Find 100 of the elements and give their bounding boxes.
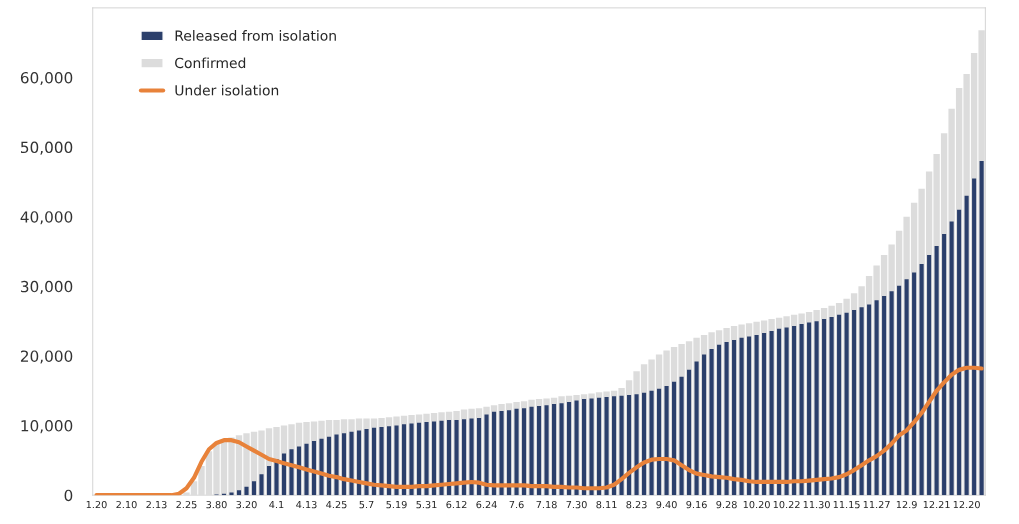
bar <box>964 195 969 496</box>
bar <box>236 490 242 496</box>
x-tick-label: 6.24 <box>476 500 497 509</box>
bar <box>657 388 662 496</box>
x-tick-label: 9.16 <box>686 500 707 509</box>
x-tick-label: 2.25 <box>176 500 197 509</box>
bar <box>394 425 399 496</box>
x-tick-label: 2.10 <box>116 500 137 509</box>
bar <box>259 474 264 496</box>
x-tick-label: 2.13 <box>146 500 167 509</box>
bar <box>416 422 422 496</box>
bar <box>251 481 257 496</box>
legend-label: Released from isolation <box>175 30 336 41</box>
bar <box>949 221 954 496</box>
x-tick-label: 11.15 <box>833 501 860 509</box>
bar <box>822 319 827 496</box>
bar <box>386 426 392 496</box>
bar <box>604 397 609 496</box>
bar <box>514 408 519 496</box>
bar <box>446 419 452 496</box>
bar <box>694 361 699 496</box>
bar <box>266 465 272 496</box>
x-tick-label: 7.6 <box>509 500 524 509</box>
x-tick-label: 7.18 <box>536 500 557 509</box>
bar <box>642 392 647 496</box>
x-tick-label: 12.21 <box>923 500 950 509</box>
bar <box>536 406 542 496</box>
bar <box>814 321 819 496</box>
x-tick-label: 3.80 <box>206 500 227 509</box>
bar <box>912 272 917 496</box>
bar <box>582 399 587 496</box>
bar <box>844 312 849 496</box>
x-tick-label: 12.9 <box>896 500 917 509</box>
bar <box>934 245 939 496</box>
bar <box>874 300 879 496</box>
bar <box>687 369 692 496</box>
bar <box>341 433 347 496</box>
bar <box>762 332 767 496</box>
bar <box>709 348 714 496</box>
x-tick-label: 12.20 <box>953 500 980 509</box>
bar <box>717 344 722 496</box>
bar <box>927 255 932 496</box>
bar <box>551 403 557 496</box>
bar <box>612 396 617 496</box>
bar <box>431 421 437 496</box>
bar <box>439 420 444 496</box>
bar <box>807 322 812 496</box>
bar <box>401 424 407 496</box>
bar <box>732 339 737 496</box>
bar <box>829 316 834 496</box>
bar <box>957 209 962 496</box>
bar <box>799 323 804 496</box>
y-tick-label: 40,000 <box>20 211 73 225</box>
x-tick-label: 11.27 <box>863 500 890 509</box>
x-tick-label: 10.20 <box>743 500 770 509</box>
y-tick-label: 30,000 <box>20 280 73 294</box>
x-tick-label: 7.30 <box>566 500 587 509</box>
bar <box>852 310 857 496</box>
bar <box>837 314 842 496</box>
y-tick-label: 20,000 <box>20 350 73 364</box>
bar <box>454 419 459 496</box>
bar <box>589 398 594 496</box>
bar <box>739 337 744 496</box>
bar <box>574 400 579 496</box>
x-tick-label: 10.22 <box>773 500 800 509</box>
bar <box>364 429 369 496</box>
bar <box>521 408 527 496</box>
bar <box>649 390 654 496</box>
bar <box>942 234 947 496</box>
x-tick-label: 5.7 <box>359 501 374 509</box>
bar <box>979 161 984 496</box>
bar <box>597 397 602 496</box>
bar <box>702 354 707 496</box>
bar <box>679 376 684 496</box>
bar <box>409 423 414 496</box>
bar <box>529 406 534 496</box>
bar <box>484 414 489 496</box>
bar <box>356 430 362 496</box>
bar <box>289 449 294 496</box>
x-tick-label: 1.20 <box>86 500 107 509</box>
bar <box>634 394 639 496</box>
x-tick-label: 4.25 <box>326 500 347 509</box>
bar <box>889 291 894 496</box>
bar <box>867 304 872 496</box>
x-tick-label: 11.30 <box>803 500 830 509</box>
bar <box>566 401 572 496</box>
bar <box>371 427 377 496</box>
bar <box>627 394 632 496</box>
bar <box>319 438 324 496</box>
bar <box>904 279 909 496</box>
legend-label: Confirmed <box>175 57 246 69</box>
bar <box>777 328 782 496</box>
bar <box>469 418 474 496</box>
bar <box>897 285 902 496</box>
bar <box>506 410 512 496</box>
y-tick-label: 10,000 <box>21 420 73 434</box>
bar <box>769 330 774 496</box>
bar <box>754 335 759 496</box>
bar <box>664 385 669 496</box>
x-tick-label: 9.28 <box>716 500 737 509</box>
